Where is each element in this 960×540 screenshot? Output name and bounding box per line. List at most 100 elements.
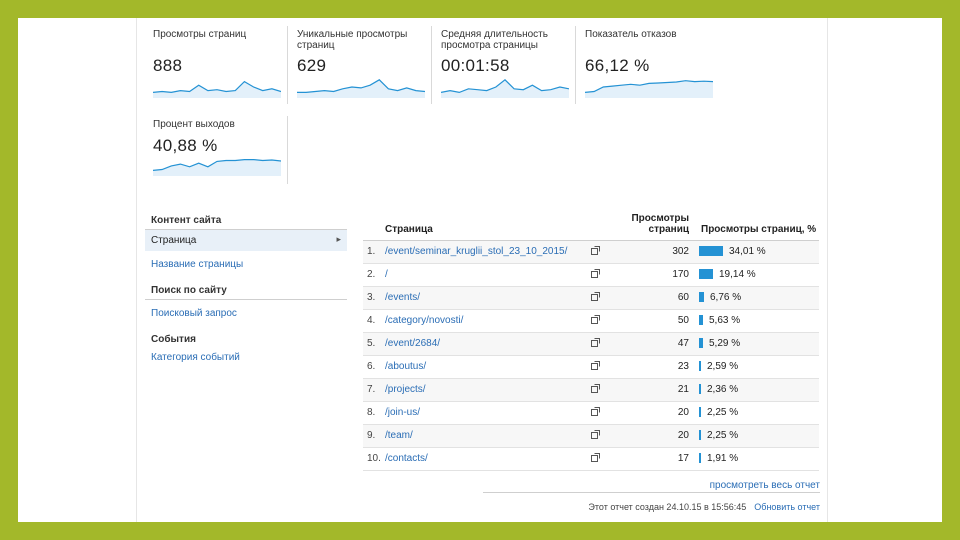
scorecard-pageviews[interactable]: Просмотры страниц 888: [151, 26, 288, 104]
row-views: 47: [677, 338, 689, 349]
share-bar: [699, 384, 701, 394]
nav-item-label: Страница: [151, 235, 197, 246]
row-pct: 2,59 %: [707, 361, 739, 372]
scorecard-label: Уникальные просмотры страниц: [297, 29, 408, 51]
nav-link-search-query[interactable]: Поисковый запрос: [151, 308, 237, 319]
page-link[interactable]: /event/2684/: [385, 338, 441, 349]
refresh-report-link[interactable]: Обновить отчет: [754, 502, 820, 512]
page-link[interactable]: /event/seminar_kruglii_stol_23_10_2015/: [385, 246, 568, 257]
page-link[interactable]: /projects/: [385, 384, 426, 395]
row-views: 20: [677, 407, 689, 418]
table-row[interactable]: 2. / 170 19,14 %: [363, 264, 819, 287]
row-pct: 1,91 %: [707, 453, 739, 464]
table-header: Страница Просмотры страниц Просмотры стр…: [363, 210, 819, 241]
page-link[interactable]: /join-us/: [385, 407, 421, 418]
row-rank: 8.: [367, 407, 376, 418]
row-views: 60: [677, 292, 689, 303]
open-page-icon[interactable]: [591, 338, 600, 347]
nav-item-page[interactable]: Страница ▸: [145, 230, 347, 251]
open-page-icon[interactable]: [591, 246, 600, 255]
page-link[interactable]: /aboutus/: [385, 361, 427, 372]
scorecard-label: Средняя длительность просмотра страницы: [441, 29, 548, 51]
row-rank: 7.: [367, 384, 376, 395]
table-row[interactable]: 6. /aboutus/23 2,59 %: [363, 356, 819, 379]
scorecard-value: 40,88 %: [153, 136, 218, 155]
table-row[interactable]: 9. /team/20 2,25 %: [363, 425, 819, 448]
page-link[interactable]: /: [385, 269, 388, 280]
scorecard-label: Просмотры страниц: [153, 29, 247, 40]
row-rank: 2.: [367, 269, 376, 280]
open-page-icon[interactable]: [591, 361, 600, 370]
row-pct: 19,14 %: [719, 269, 756, 280]
row-pct: 6,76 %: [710, 292, 742, 303]
row-views: 302: [672, 246, 689, 257]
scorecard-unique-pageviews[interactable]: Уникальные просмотры страниц 629: [295, 26, 432, 104]
open-page-icon[interactable]: [591, 292, 600, 301]
chevron-right-icon: ▸: [336, 234, 341, 244]
scorecard-exit-rate[interactable]: Процент выходов 40,88 %: [151, 116, 288, 184]
page-link[interactable]: /contacts/: [385, 453, 428, 464]
row-rank: 10.: [367, 453, 381, 464]
nav-link-page-title[interactable]: Название страницы: [151, 259, 244, 270]
open-page-icon[interactable]: [591, 430, 600, 439]
table-row[interactable]: 8. /join-us/20 2,25 %: [363, 402, 819, 425]
scorecard-value: 888: [153, 56, 183, 75]
row-rank: 4.: [367, 315, 376, 326]
open-page-icon[interactable]: [591, 453, 600, 462]
share-bar: [699, 315, 703, 325]
row-views: 23: [677, 361, 689, 372]
table-row[interactable]: 5. /event/2684/47 5,29 %: [363, 333, 819, 356]
column-header-views[interactable]: Просмотры страниц: [631, 213, 689, 235]
sparkline-line: [297, 79, 425, 93]
sparkline-line: [153, 158, 281, 171]
open-page-icon[interactable]: [591, 407, 600, 416]
row-pct: 34,01 %: [729, 246, 766, 257]
sparkline-area: [441, 79, 569, 98]
table-row[interactable]: 3. /events/60 6,76 %: [363, 287, 819, 310]
nav-link-event-category[interactable]: Категория событий: [151, 352, 240, 363]
page-link[interactable]: /category/novosti/: [385, 315, 464, 326]
left-nav: Контент сайта Страница ▸ Название страни…: [145, 214, 347, 371]
table-row[interactable]: 4. /category/novosti/50 5,63 %: [363, 310, 819, 333]
share-bar: [699, 338, 703, 348]
share-bar: [699, 407, 701, 417]
table-row[interactable]: 7. /projects/21 2,36 %: [363, 379, 819, 402]
scorecard-avg-time[interactable]: Средняя длительность просмотра страницы …: [439, 26, 576, 104]
row-views: 170: [672, 269, 689, 280]
nav-heading-search: Поиск по сайту: [145, 284, 347, 300]
page-link[interactable]: /team/: [385, 430, 413, 441]
analytics-report: Просмотры страниц 888 Уникальные просмот…: [136, 18, 828, 522]
open-page-icon[interactable]: [591, 269, 600, 278]
row-pct: 2,25 %: [707, 407, 739, 418]
row-views: 17: [677, 453, 689, 464]
table-body: 1. /event/seminar_kruglii_stol_23_10_2015…: [363, 241, 819, 471]
row-rank: 6.: [367, 361, 376, 372]
nav-heading-content: Контент сайта: [145, 214, 347, 230]
nav-heading-events: События: [151, 334, 196, 345]
sparkline-line: [153, 80, 281, 94]
sparkline: [153, 80, 281, 98]
column-header-pct[interactable]: Просмотры страниц, %: [701, 224, 817, 235]
open-page-icon[interactable]: [591, 384, 600, 393]
table-row[interactable]: 1. /event/seminar_kruglii_stol_23_10_2015…: [363, 241, 819, 264]
scorecard-bounce-rate[interactable]: Показатель отказов 66,12 %: [583, 26, 719, 104]
view-full-report-link[interactable]: просмотреть весь отчет: [709, 480, 820, 491]
share-bar: [699, 361, 701, 371]
report-created-text: Этот отчет создан 24.10.15 в 15:56:45: [588, 502, 747, 512]
open-page-icon[interactable]: [591, 315, 600, 324]
row-rank: 1.: [367, 246, 376, 257]
row-pct: 5,63 %: [709, 315, 741, 326]
column-header-page[interactable]: Страница: [385, 224, 433, 235]
sparkline-area: [585, 80, 713, 98]
row-rank: 5.: [367, 338, 376, 349]
row-rank: 9.: [367, 430, 376, 441]
sparkline-line: [585, 80, 713, 93]
row-pct: 2,36 %: [707, 384, 739, 395]
sparkline: [441, 78, 569, 98]
sparkline-line: [441, 78, 569, 94]
page-link[interactable]: /events/: [385, 292, 421, 303]
row-views: 20: [677, 430, 689, 441]
pages-table: Страница Просмотры страниц Просмотры стр…: [363, 210, 819, 471]
table-row[interactable]: 10. /contacts/17 1,91 %: [363, 448, 819, 471]
report-footer: Этот отчет создан 24.10.15 в 15:56:45 Обн…: [437, 502, 820, 512]
